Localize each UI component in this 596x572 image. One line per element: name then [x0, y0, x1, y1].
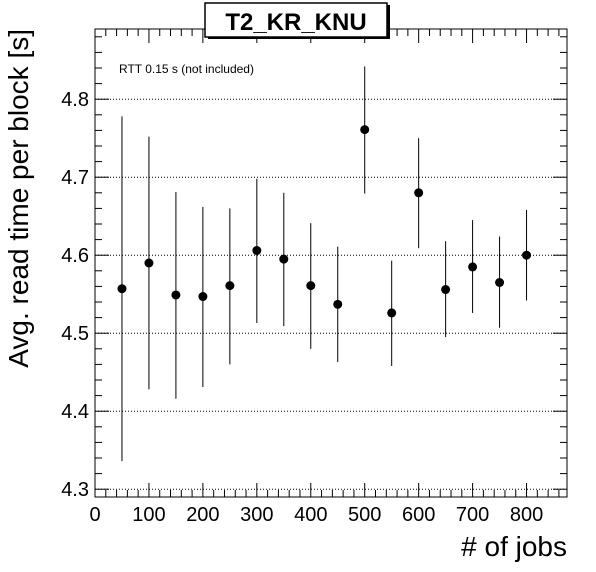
data-point [144, 258, 154, 268]
data-point [414, 188, 424, 198]
x-tick-label: 400 [294, 504, 327, 526]
x-axis-label: # of jobs [461, 531, 567, 562]
x-tick-label: 0 [89, 504, 100, 526]
data-point [495, 278, 505, 287]
y-tick-label: 4.5 [61, 323, 89, 345]
x-tick-label: 600 [402, 504, 435, 526]
x-tick-label: 500 [348, 504, 381, 526]
y-tick-label: 4.8 [61, 89, 89, 111]
data-point [522, 250, 532, 260]
data-point [252, 246, 262, 256]
x-tick-label: 700 [456, 504, 489, 526]
x-tick-label: 300 [240, 504, 273, 526]
y-tick-label: 4.7 [61, 167, 89, 189]
y-tick-label: 4.3 [61, 479, 89, 501]
title-box [204, 2, 388, 38]
data-point [360, 125, 370, 135]
data-point [117, 284, 127, 294]
data-point [225, 281, 235, 291]
grid-lines [95, 98, 567, 490]
axis-tick-labels: 4.3 4.4 4.5 4.6 4.7 4.8 0 100 200 300 400 500 600 700… [61, 89, 543, 526]
y-axis-label: Avg. read time per block [s] [3, 29, 34, 368]
data-point [171, 290, 181, 300]
x-tick-label: 200 [186, 504, 219, 526]
data-point [333, 299, 343, 309]
x-tick-label: 100 [132, 504, 165, 526]
annotation-rtt: RTT 0.15 s (not included) [119, 62, 254, 76]
y-tick-label: 4.4 [61, 401, 89, 423]
y-tick-label: 4.6 [61, 245, 89, 267]
data-point [306, 281, 316, 291]
data-point [468, 262, 478, 272]
data-point [387, 308, 397, 318]
data-point [198, 292, 208, 302]
x-tick-label: 800 [510, 504, 543, 526]
data-series [117, 66, 532, 462]
data-point [441, 285, 451, 295]
data-point [279, 254, 289, 264]
chart-title: T2_KR_KNU [225, 9, 366, 36]
